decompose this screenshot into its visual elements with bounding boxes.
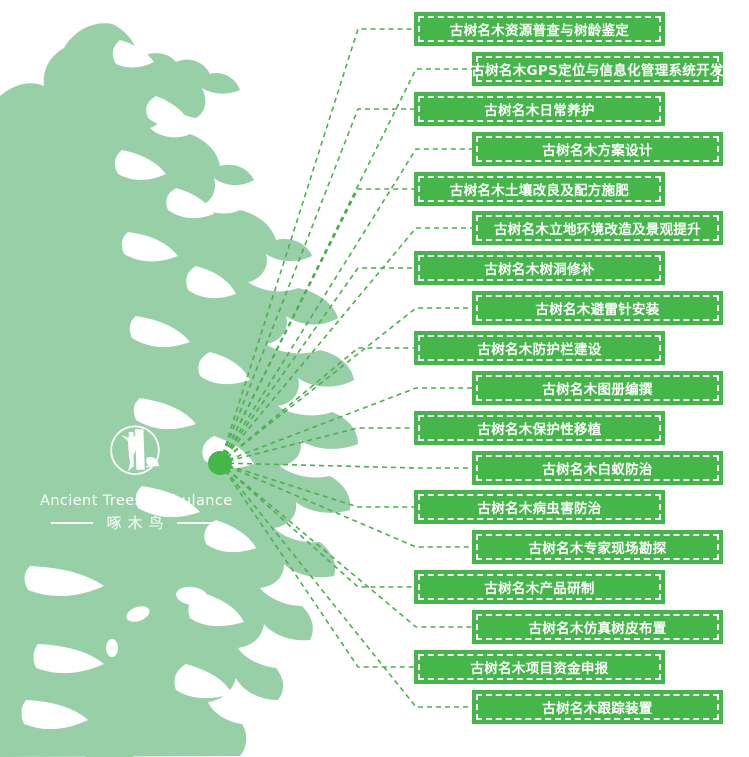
service-node-label: 古树名木防护栏建设 — [477, 342, 602, 358]
logo-english-name: Ancient Trees Ambulance — [40, 493, 233, 509]
service-node-box-11[interactable]: 古树名木保护性移植 — [414, 411, 665, 445]
service-node-label: 古树名木资源普查与树龄鉴定 — [449, 23, 630, 39]
logo-rule-right — [176, 521, 219, 524]
service-node-label: 古树名木跟踪装置 — [542, 701, 653, 717]
radial-hub-node[interactable] — [208, 451, 232, 475]
service-node-label: 古树名木项目资金申报 — [470, 661, 609, 677]
service-node-box-5[interactable]: 古树名木土壤改良及配方施肥 — [414, 172, 665, 206]
service-node-box-8[interactable]: 古树名木避雷针安装 — [472, 291, 723, 325]
service-node-label: 古树名木日常养护 — [484, 103, 595, 119]
service-node-box-17[interactable]: 古树名木项目资金申报 — [414, 650, 665, 684]
service-node-label: 古树名木避雷针安装 — [535, 302, 660, 318]
service-node-label: 古树名木专家现场勘探 — [528, 541, 667, 557]
service-node-box-7[interactable]: 古树名木树洞修补 — [414, 251, 665, 285]
service-node-box-16[interactable]: 古树名木仿真树皮布置 — [472, 610, 723, 644]
service-node-label: 古树名木保护性移植 — [477, 422, 602, 438]
service-node-label: 古树名木图册编撰 — [542, 382, 653, 398]
service-node-box-2[interactable]: 古树名木GPS定位与信息化管理系统开发 — [471, 52, 724, 86]
service-node-box-1[interactable]: 古树名木资源普查与树龄鉴定 — [414, 12, 665, 46]
service-node-box-12[interactable]: 古树名木白蚁防治 — [472, 451, 723, 485]
service-node-box-13[interactable]: 古树名木病虫害防治 — [414, 490, 665, 524]
logo-chinese-row: 啄木鸟 — [40, 512, 230, 533]
service-node-label: 古树名木方案设计 — [542, 143, 653, 159]
service-node-box-6[interactable]: 古树名木立地环境改造及景观提升 — [472, 211, 723, 245]
service-node-label: 古树名木树洞修补 — [484, 262, 595, 278]
service-node-box-9[interactable]: 古树名木防护栏建设 — [414, 331, 665, 365]
woodpecker-on-trunk-in-circle-icon — [110, 425, 160, 475]
brand-logo-block: Ancient Trees Ambulance 啄木鸟 — [40, 418, 233, 533]
service-node-label: 古树名木病虫害防治 — [477, 501, 602, 517]
service-node-label: 古树名木产品研制 — [484, 581, 595, 597]
service-node-box-3[interactable]: 古树名木日常养护 — [414, 92, 665, 126]
service-node-box-4[interactable]: 古树名木方案设计 — [472, 132, 723, 166]
logo-chinese-name: 啄木鸟 — [106, 514, 170, 532]
service-node-box-18[interactable]: 古树名木跟踪装置 — [472, 690, 723, 724]
service-node-label: 古树名木土壤改良及配方施肥 — [449, 183, 630, 199]
logo-rule-left — [51, 521, 94, 524]
service-node-box-14[interactable]: 古树名木专家现场勘探 — [472, 530, 723, 564]
service-node-label: 古树名木白蚁防治 — [542, 462, 653, 478]
service-node-box-15[interactable]: 古树名木产品研制 — [414, 570, 665, 604]
service-node-label: 古树名木仿真树皮布置 — [528, 621, 667, 637]
service-node-box-10[interactable]: 古树名木图册编撰 — [472, 371, 723, 405]
service-node-label: 古树名木GPS定位与信息化管理系统开发 — [471, 63, 724, 79]
service-node-label: 古树名木立地环境改造及景观提升 — [494, 222, 701, 238]
